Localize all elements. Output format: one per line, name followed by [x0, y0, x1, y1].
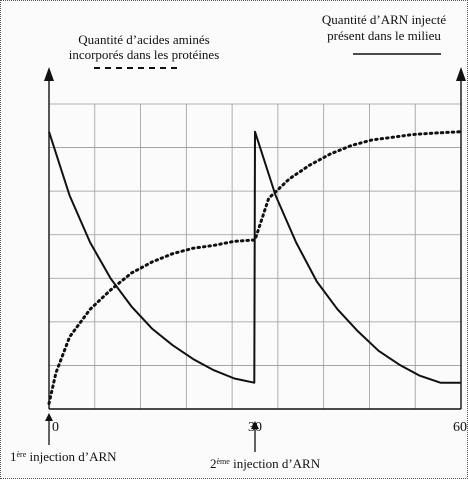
legend-rna-line-2: présent dans le milieu [327, 28, 441, 43]
legend-amino-line-1: Quantité d’acides aminés [78, 32, 209, 47]
legend-rna-line-1: Quantité d’ARN injecté [322, 12, 446, 27]
legend-amino: Quantité d’acides aminés incorporés dans… [69, 32, 220, 69]
second-injection-arrowhead [251, 421, 259, 429]
first-injection-number: 1 [10, 449, 17, 464]
legend-rna: Quantité d’ARN injecté présent dans le m… [322, 12, 446, 55]
first-injection-label: 1ère injection d’ARN [10, 449, 117, 464]
y-axis-right-arrow [456, 67, 466, 81]
x-tick-60: 60 [453, 420, 467, 435]
legend-amino-line-2: incorporés dans les protéines [69, 47, 220, 62]
second-injection-number: 2 [210, 456, 217, 471]
first-injection-arrowhead [45, 413, 53, 421]
y-axis-left-arrow [44, 67, 54, 81]
x-tick-labels: 03060 [52, 420, 467, 435]
x-tick-0: 0 [52, 420, 59, 435]
first-injection-text: injection d’ARN [26, 449, 117, 464]
series-amino-line [47, 130, 463, 405]
annotation-layer: 1ère injection d’ARN 2ème injection d’AR… [10, 413, 321, 471]
axes [44, 67, 466, 410]
second-injection-sup: ème [217, 457, 231, 466]
second-injection-label: 2ème injection d’ARN [210, 456, 321, 471]
series-rna-line [48, 130, 461, 384]
first-injection-sup: ère [17, 450, 27, 459]
series-layer [47, 130, 463, 405]
second-injection-text: injection d’ARN [230, 456, 321, 471]
